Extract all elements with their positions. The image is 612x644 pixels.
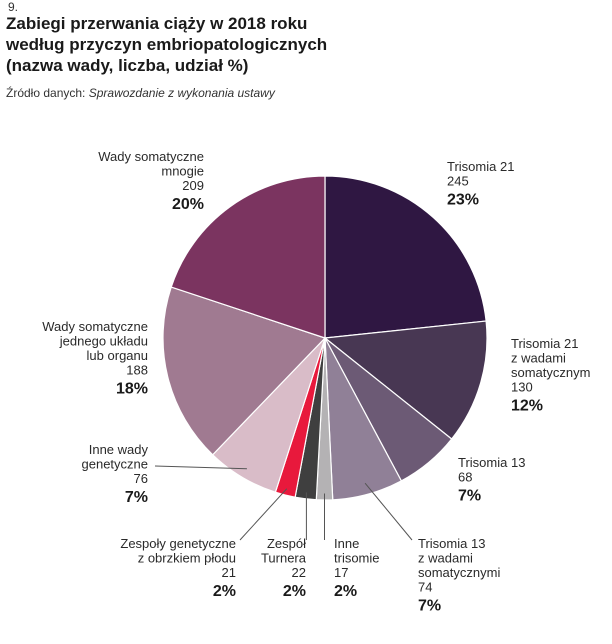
slice-value-8: 76 [134,471,148,486]
leader-line-7 [239,488,288,541]
chart-title-line-1: Zabiegi przerwania ciąży w 2018 roku [6,14,308,33]
slice-value-5: 17 [334,565,348,580]
slice-percent-2: 12% [511,398,543,415]
slice-value-1: 245 [447,174,469,189]
slice-label-6-line-1: Zespół [267,536,306,551]
slice-label-7-line-2: z obrzkiem płodu [138,551,236,566]
chart-title-line-2: według przyczyn embriopatologicznych [6,35,328,54]
slice-label-9-line-3: lub organu [87,348,148,363]
slice-label-7-line-1: Zespoły genetyczne [120,536,236,551]
slice-label-9-line-2: jednego układu [59,334,148,349]
pie-slice-10 [170,175,326,339]
slice-label-3-line-1: Trisomia 13 [458,455,525,470]
slice-label-2-line-1: Trisomia 21 [511,336,578,351]
slice-label-10-line-1: Wady somatyczne [98,149,204,164]
slice-percent-6: 2% [283,583,306,600]
slice-label-5-line-1: Inne [334,536,359,551]
slice-percent-1: 23% [447,192,479,209]
slice-label-2-line-2: z wadami [511,351,566,366]
pie-slice-1 [324,175,487,339]
slice-label-4-line-3: somatycznymi [418,565,500,580]
slice-value-7: 21 [222,565,236,580]
slice-percent-5: 2% [334,583,357,600]
figure-number: 9. [8,0,19,14]
slice-value-10: 209 [182,178,204,193]
source-value: Sprawozdanie z wykonania ustawy [88,86,275,100]
pie-slice-9 [162,286,327,456]
pie-slice-2 [323,320,488,440]
slice-label-5-line-2: trisomie [334,551,380,566]
source-note: Źródło danych: Sprawozdanie z wykonania … [6,86,275,100]
slice-label-9-line-1: Wady somatyczne [42,319,148,334]
slice-label-10-line-2: mnogie [161,164,204,179]
pie-slices [162,175,488,501]
leader-lines [154,465,413,541]
slice-percent-8: 7% [125,489,148,506]
slice-value-6: 22 [292,565,306,580]
slice-label-4-line-1: Trisomia 13 [418,536,485,551]
slice-percent-3: 7% [458,488,481,505]
slice-percent-4: 7% [418,598,441,615]
slice-value-4: 74 [418,580,432,595]
source-label: Źródło danych: [6,86,86,100]
slice-value-2: 130 [511,380,533,395]
leader-line-4 [364,482,413,541]
slice-label-2-line-3: somatycznym [511,365,590,380]
slice-label-8-line-1: Inne wady [89,442,149,457]
slice-percent-9: 18% [116,381,148,398]
slice-label-6-line-2: Turnera [261,551,307,566]
leader-line-8 [154,465,247,470]
slice-label-4-line-2: z wadami [418,551,473,566]
slice-value-3: 68 [458,470,472,485]
chart-title: Zabiegi przerwania ciąży w 2018 roku wed… [6,13,366,76]
slice-value-9: 188 [126,363,148,378]
chart-title-line-3: (nazwa wady, liczba, udział %) [6,56,249,75]
slice-label-1-line-1: Trisomia 21 [447,159,514,174]
slice-percent-10: 20% [172,196,204,213]
slice-percent-7: 2% [213,583,236,600]
slice-label-8-line-2: genetyczne [82,457,149,472]
